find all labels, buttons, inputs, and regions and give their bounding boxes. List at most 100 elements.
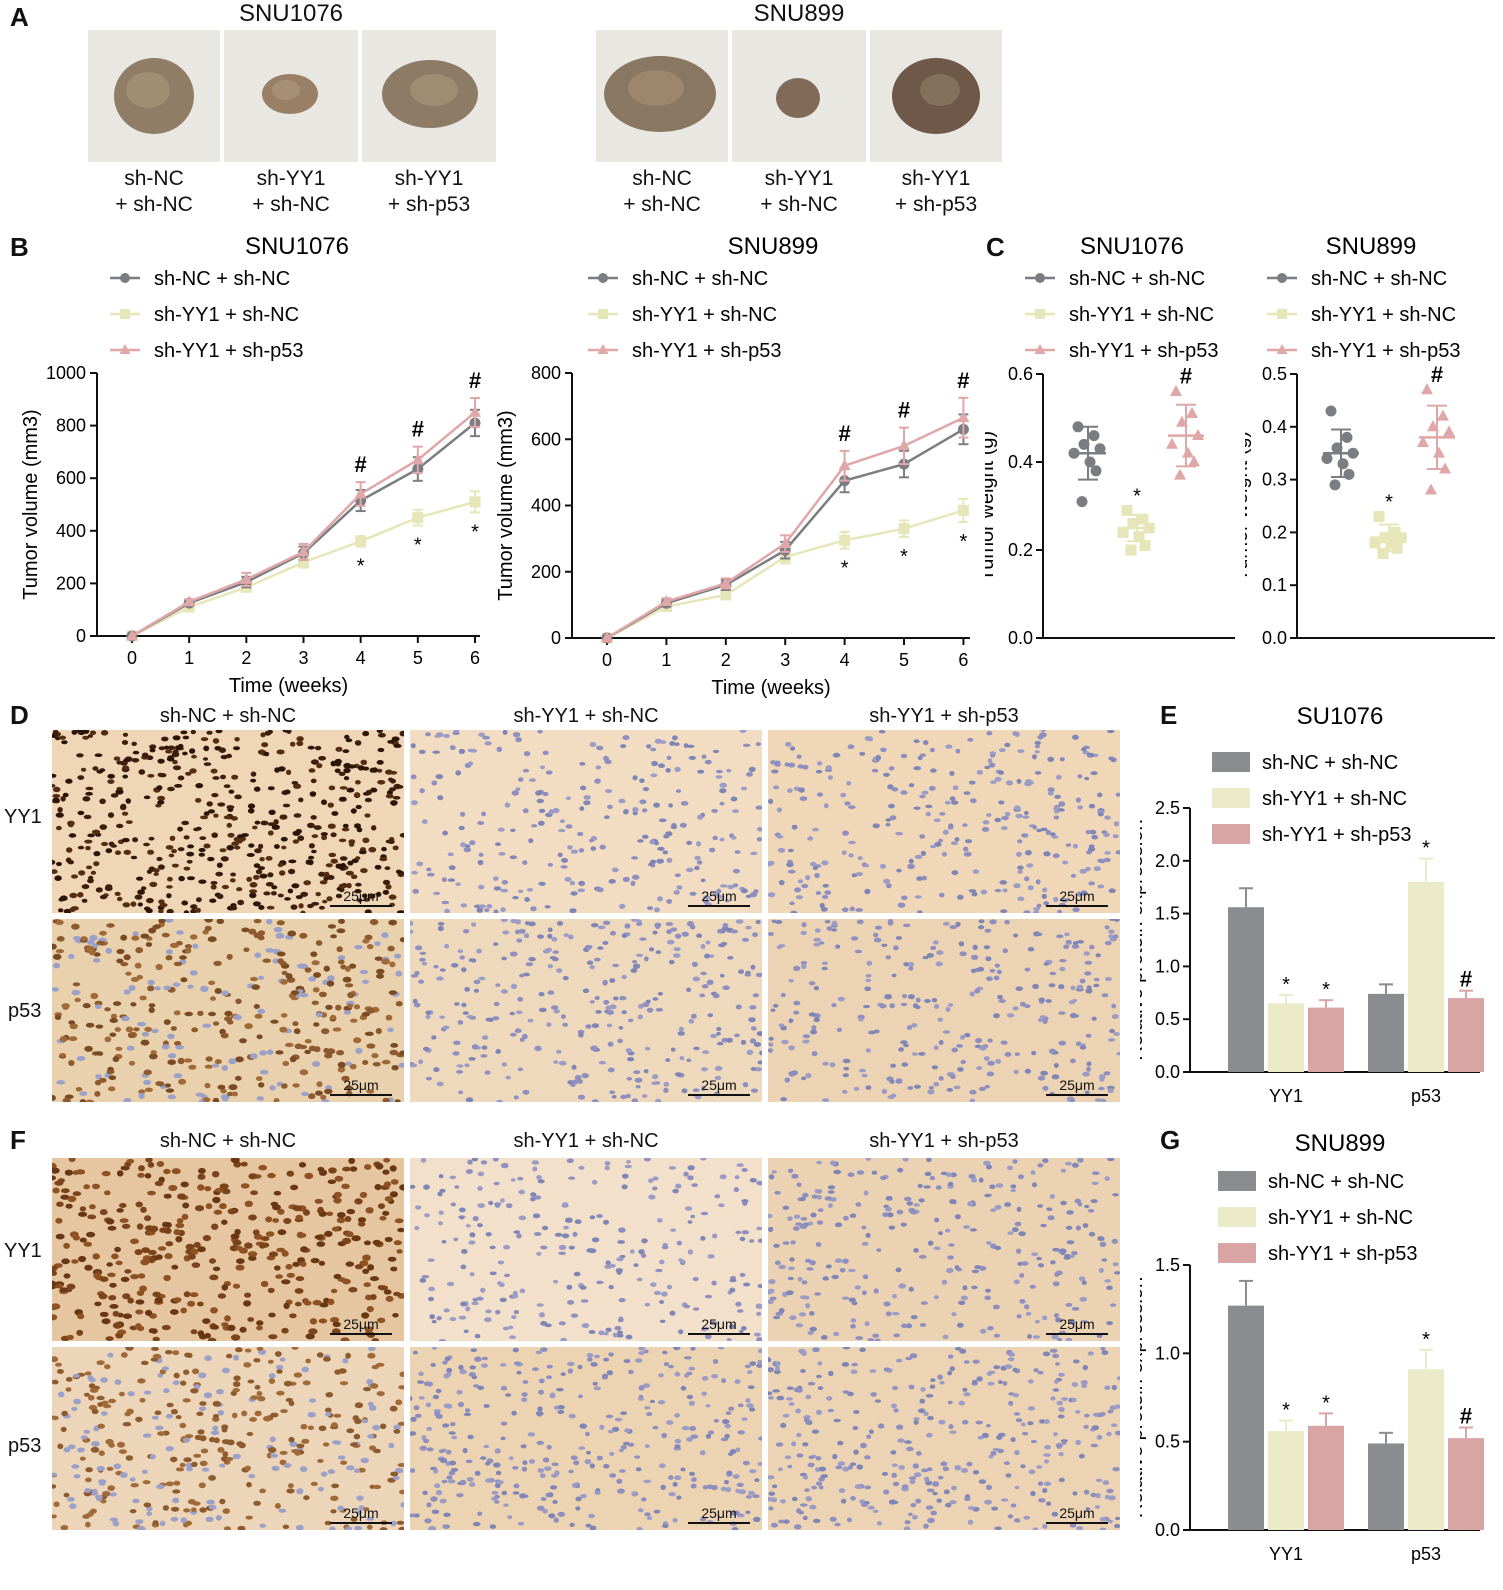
- legend-label: sh-NC + sh-NC: [1069, 268, 1205, 290]
- sig-star: *: [357, 556, 365, 578]
- nucleus: [108, 1075, 117, 1081]
- nucleus: [145, 942, 153, 947]
- nucleus: [410, 1184, 416, 1189]
- nucleus: [491, 1496, 499, 1501]
- nucleus: [631, 960, 638, 964]
- nucleus: [570, 891, 578, 896]
- y-axis-label: Tumor weight (g): [1245, 431, 1252, 581]
- nucleus: [283, 1463, 292, 1468]
- nucleus: [665, 1058, 671, 1062]
- nucleus: [994, 1526, 1002, 1530]
- nucleus: [1000, 1040, 1008, 1045]
- nucleus: [434, 1411, 440, 1417]
- nucleus: [925, 1505, 934, 1510]
- nucleus: [462, 1011, 469, 1015]
- nucleus: [928, 1085, 934, 1090]
- nucleus: [437, 922, 445, 926]
- nucleus: [390, 1266, 398, 1272]
- nucleus: [516, 1010, 523, 1015]
- nucleus: [587, 1357, 593, 1362]
- sig-hash: #: [1460, 1404, 1472, 1429]
- nucleus: [436, 976, 444, 981]
- nucleus: [933, 1295, 939, 1300]
- nucleus: [947, 1072, 955, 1076]
- nucleus: [221, 1188, 231, 1195]
- nucleus: [1083, 1489, 1090, 1495]
- nucleus: [509, 1335, 516, 1339]
- nucleus: [961, 1419, 969, 1425]
- nucleus: [579, 785, 587, 791]
- nucleus: [1014, 1221, 1022, 1227]
- nucleus: [1110, 757, 1117, 763]
- nucleus: [734, 1175, 740, 1180]
- nucleus: [1032, 983, 1039, 989]
- nucleus: [1103, 832, 1110, 838]
- nucleus: [631, 856, 639, 860]
- nucleus: [1070, 873, 1077, 878]
- nucleus: [522, 860, 528, 865]
- nucleus: [943, 921, 950, 926]
- nucleus: [634, 1358, 643, 1363]
- nucleus: [732, 868, 740, 874]
- nucleus: [480, 1160, 488, 1165]
- nucleus: [231, 1091, 238, 1097]
- nucleus: [661, 1432, 668, 1439]
- nucleus: [313, 825, 322, 830]
- nucleus: [657, 1400, 666, 1405]
- nucleus: [815, 891, 822, 895]
- nucleus: [149, 1053, 158, 1060]
- nucleus: [1034, 771, 1042, 775]
- nucleus: [284, 1042, 294, 1048]
- nucleus: [426, 1502, 432, 1508]
- nucleus: [116, 958, 124, 964]
- nucleus: [1114, 1523, 1120, 1529]
- nucleus: [969, 991, 975, 997]
- y-tick-label: 1.5: [1155, 1255, 1180, 1275]
- nucleus: [1072, 843, 1078, 849]
- nucleus: [353, 1433, 361, 1440]
- nucleus: [678, 1026, 684, 1032]
- nucleus: [265, 882, 274, 887]
- nucleus: [967, 1519, 974, 1525]
- y-tick-label: 1.0: [1155, 956, 1180, 976]
- data-point: [1416, 436, 1430, 448]
- nucleus: [632, 775, 638, 781]
- nucleus: [1097, 884, 1105, 889]
- nucleus: [52, 987, 59, 992]
- nucleus: [376, 891, 382, 897]
- nucleus: [493, 942, 499, 946]
- nucleus: [859, 1347, 866, 1352]
- nucleus: [743, 1282, 751, 1287]
- nucleus: [198, 1482, 206, 1489]
- nucleus: [366, 944, 374, 950]
- nucleus: [1069, 1319, 1076, 1325]
- nucleus: [1060, 1168, 1067, 1173]
- nucleus: [136, 876, 144, 881]
- nucleus: [233, 1014, 242, 1021]
- nucleus: [175, 1415, 182, 1420]
- nucleus: [370, 1383, 379, 1389]
- nucleus: [934, 1217, 940, 1223]
- nucleus: [1044, 1459, 1050, 1464]
- nucleus: [426, 1381, 434, 1387]
- x-tick-label: 3: [780, 650, 790, 670]
- nucleus: [1013, 1412, 1021, 1416]
- nucleus: [652, 930, 658, 935]
- nucleus: [249, 1053, 258, 1060]
- nucleus: [318, 1318, 328, 1324]
- nucleus: [694, 855, 701, 861]
- nucleus: [463, 1329, 469, 1334]
- nucleus: [304, 1172, 314, 1180]
- nucleus: [688, 1366, 696, 1371]
- nucleus: [299, 1466, 308, 1472]
- legend-marker: [598, 273, 608, 283]
- nucleus: [545, 947, 553, 952]
- nucleus: [959, 1348, 967, 1354]
- nucleus: [1046, 1207, 1053, 1211]
- nucleus: [221, 990, 229, 996]
- nucleus: [336, 1217, 346, 1224]
- nucleus: [364, 1240, 371, 1246]
- nucleus: [874, 1338, 881, 1341]
- nucleus: [513, 1310, 520, 1315]
- nucleus: [212, 1196, 221, 1204]
